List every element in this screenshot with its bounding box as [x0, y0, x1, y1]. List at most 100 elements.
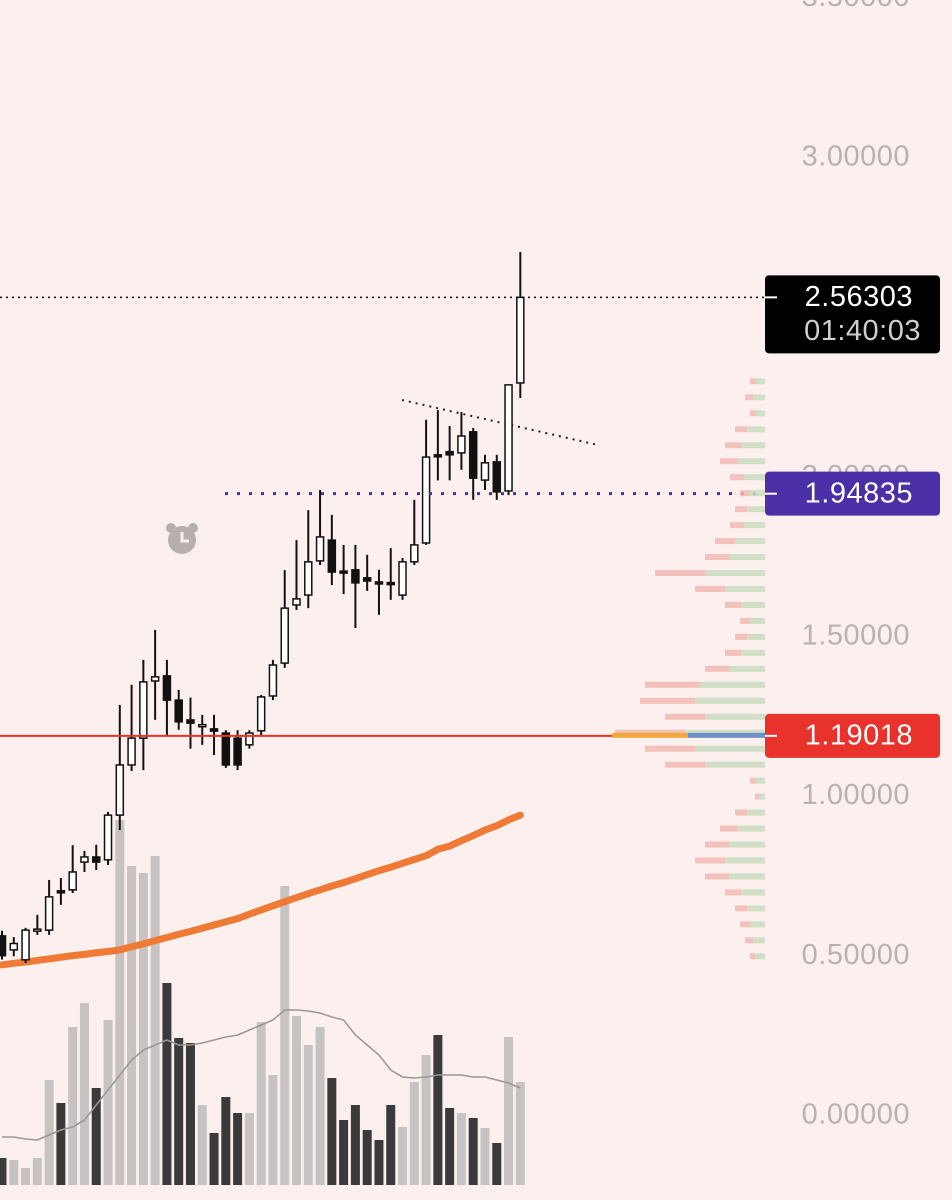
candle-body: [21, 929, 30, 961]
profile-sell: [640, 697, 695, 704]
candle-body: [339, 570, 348, 574]
profile-buy: [747, 809, 765, 816]
volume-bar: [0, 1158, 7, 1185]
profile-sell: [730, 474, 744, 481]
profile-sell: [735, 905, 747, 912]
profile-buy: [753, 937, 765, 944]
candle-body: [91, 856, 101, 863]
candle-body: [304, 561, 313, 596]
profile-buy: [685, 729, 765, 736]
volume-bar: [280, 886, 290, 1185]
price-label-box: [765, 713, 940, 758]
profile-sell: [725, 442, 741, 449]
candle-body: [0, 935, 7, 957]
volume-bar: [480, 1128, 490, 1185]
volume-bar: [386, 1105, 396, 1185]
profile-buy: [744, 522, 765, 529]
volume-bar: [103, 1020, 113, 1185]
profile-buy: [738, 825, 765, 832]
candle-body: [115, 764, 125, 816]
volume-bar: [79, 1003, 89, 1185]
profile-sell: [705, 665, 730, 672]
candle-body: [256, 696, 266, 732]
volume-bar: [292, 1016, 301, 1185]
candle-body: [233, 737, 242, 766]
profile-buy: [756, 378, 765, 385]
volume-bar: [244, 1113, 254, 1185]
candle-body: [445, 450, 454, 456]
volume-bar: [221, 1097, 231, 1185]
profile-buy: [730, 665, 765, 672]
volume-bar: [350, 1105, 360, 1185]
candle-body: [139, 681, 148, 739]
profile-sell: [735, 426, 747, 433]
profile-buy: [750, 490, 765, 497]
profile-sell: [695, 857, 725, 864]
volume-ma-line: [2, 1009, 521, 1141]
profile-sell: [720, 458, 738, 465]
profile-sell: [725, 649, 741, 656]
profile-buy: [705, 761, 765, 768]
profile-sell: [695, 585, 725, 592]
volume-bar: [127, 866, 137, 1185]
profile-buy: [695, 745, 765, 752]
candle-body: [280, 607, 289, 664]
candle-body: [127, 737, 136, 766]
profile-buy: [725, 585, 765, 592]
profile-buy: [730, 841, 765, 848]
volume-bar: [32, 1158, 42, 1185]
candle-body: [209, 728, 219, 732]
price-label: 1.19018: [805, 720, 913, 752]
volume-bar: [445, 1108, 455, 1185]
candle-body: [480, 462, 490, 481]
profile-buy: [738, 458, 765, 465]
profile-buy: [725, 857, 765, 864]
y-tick-label: 1.50000: [802, 620, 910, 652]
volume-bar: [315, 1027, 325, 1185]
candle-body: [80, 856, 89, 863]
profile-buy: [705, 570, 765, 577]
candle-body: [68, 871, 77, 891]
candle-body: [315, 536, 325, 562]
candle-body: [468, 431, 478, 479]
price-label-box: [765, 275, 940, 354]
price-label: 2.56303: [805, 281, 913, 313]
poc-bar-right: [688, 732, 765, 738]
profile-sell: [665, 713, 705, 720]
candle-body: [9, 942, 19, 951]
volume-bar: [150, 856, 160, 1185]
candle-body: [386, 581, 395, 586]
price-label-box: [765, 471, 940, 516]
profile-buy: [735, 538, 765, 545]
candle-body: [504, 384, 513, 492]
profile-buy: [747, 633, 765, 640]
volume-bar: [409, 1082, 419, 1185]
profile-buy: [729, 873, 765, 880]
price-label: 1.94835: [805, 477, 913, 509]
volume-bar: [209, 1133, 219, 1185]
profile-buy: [741, 649, 765, 656]
profile-sell: [615, 729, 685, 736]
candle-body: [221, 732, 231, 766]
volume-bar: [421, 1055, 431, 1185]
profile-buy: [747, 905, 765, 912]
profile-sell: [655, 570, 705, 577]
candle-body: [198, 723, 207, 728]
y-tick-label: 3.00000: [802, 140, 910, 172]
volume-bar: [268, 1075, 278, 1185]
profile-sell: [745, 394, 753, 401]
profile-sell: [750, 410, 756, 417]
profile-sell: [715, 538, 735, 545]
profile-sell: [735, 633, 747, 640]
volume-bar: [21, 1168, 31, 1185]
candle-body: [103, 814, 113, 861]
candle-body: [174, 699, 183, 723]
candle-body: [516, 296, 525, 384]
profile-sell: [725, 889, 741, 896]
profile-buy: [741, 601, 765, 608]
volume-bar: [433, 1035, 443, 1185]
candle-body: [374, 581, 384, 585]
profile-buy: [695, 697, 765, 704]
volume-bar: [492, 1143, 502, 1185]
profile-buy: [741, 889, 765, 896]
